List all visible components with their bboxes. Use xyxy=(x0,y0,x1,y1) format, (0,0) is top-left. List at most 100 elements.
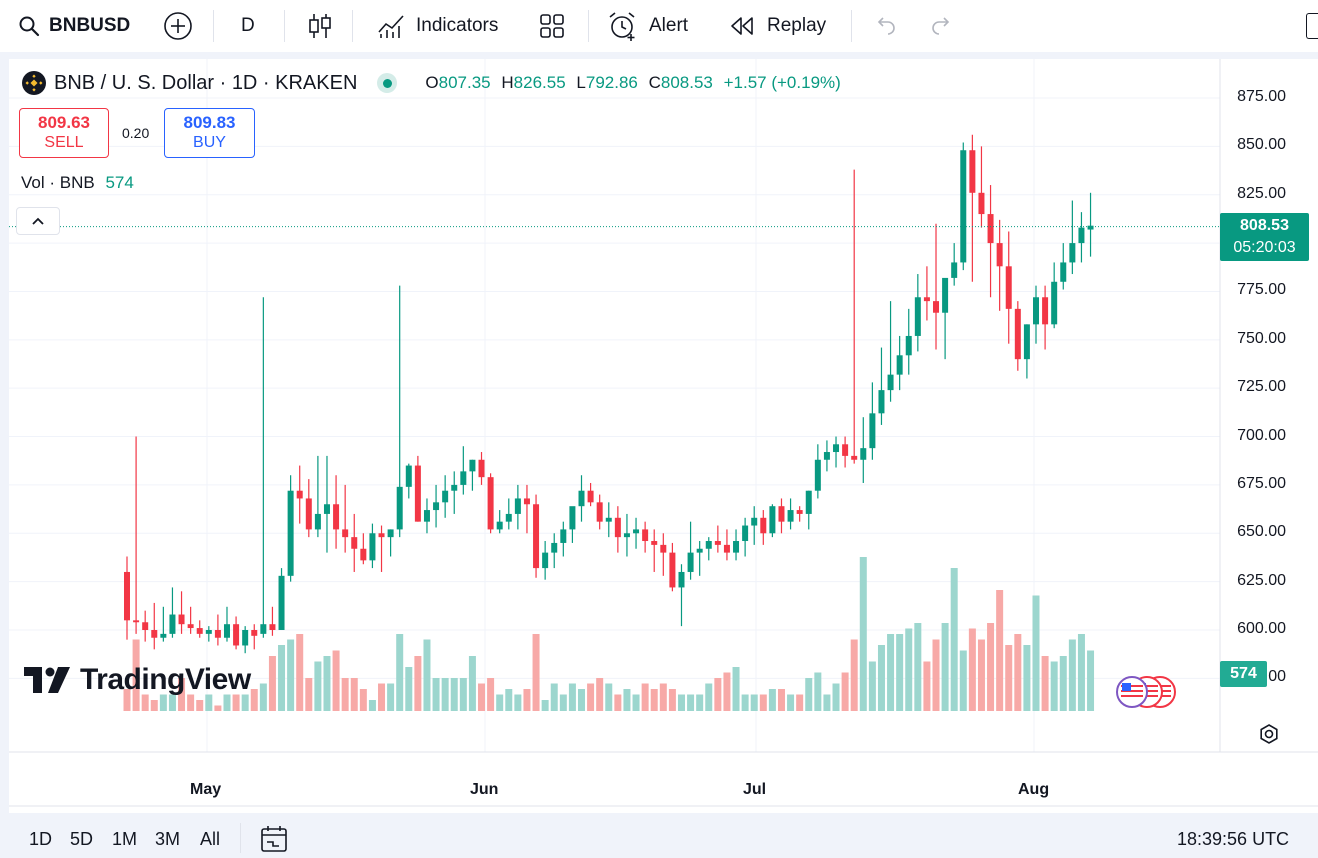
volume-bar xyxy=(123,689,131,711)
candle xyxy=(242,626,249,654)
volume-bar xyxy=(214,705,222,711)
candle xyxy=(305,479,312,538)
indicators-button[interactable]: Indicators xyxy=(376,0,498,52)
volume-bar xyxy=(959,650,967,711)
candle-body xyxy=(914,297,921,336)
volume-bar xyxy=(514,694,522,711)
volume-bar xyxy=(1059,656,1067,711)
templates-button[interactable] xyxy=(539,0,565,52)
candle-body xyxy=(805,490,812,514)
range-1m[interactable]: 1M xyxy=(112,829,138,849)
candle-body xyxy=(196,628,203,634)
candle-body xyxy=(887,374,894,391)
candle-body xyxy=(860,448,867,460)
candle xyxy=(487,473,494,534)
chart-type-button[interactable] xyxy=(307,0,333,52)
candle xyxy=(533,494,540,578)
candle xyxy=(669,542,676,592)
volume-bar xyxy=(405,667,413,711)
price-axis-label: 775.00 xyxy=(1237,281,1286,299)
volume-bar xyxy=(332,650,340,711)
volume-bar xyxy=(478,683,486,711)
candle xyxy=(987,185,994,298)
volume-bar xyxy=(268,656,276,711)
candle-body xyxy=(1069,243,1076,263)
volume-legend[interactable]: Vol · BNB 574 xyxy=(21,173,134,193)
economic-events[interactable] xyxy=(1112,676,1182,710)
volume-bar xyxy=(250,689,258,711)
divider xyxy=(352,10,353,42)
candle-body xyxy=(869,413,876,449)
settings-button[interactable] xyxy=(1258,723,1280,750)
candle-body xyxy=(242,630,249,646)
candle xyxy=(169,587,176,638)
alert-button[interactable]: Alert xyxy=(607,0,688,52)
candle-body xyxy=(560,529,567,543)
candle xyxy=(514,484,521,530)
candle xyxy=(351,513,358,572)
candle xyxy=(751,506,758,545)
time-label-aug: Aug xyxy=(1018,781,1050,798)
candle-body xyxy=(160,633,167,638)
compare-button[interactable] xyxy=(163,0,193,52)
volume-bar xyxy=(459,678,467,711)
candle xyxy=(860,417,867,483)
candle-body xyxy=(1023,324,1030,360)
candle xyxy=(478,452,485,485)
range-3m[interactable]: 3M xyxy=(155,829,181,849)
candle xyxy=(269,606,276,636)
layout-button[interactable] xyxy=(1306,0,1318,52)
candle-body xyxy=(714,541,721,545)
symbol-search[interactable]: BNBUSD xyxy=(18,0,130,52)
alarm-clock-icon xyxy=(609,12,635,41)
candle xyxy=(133,436,140,634)
time-label-may: May xyxy=(190,781,222,798)
candle-body xyxy=(787,510,794,522)
sell-price: 809.63 xyxy=(38,113,90,132)
candle-body xyxy=(351,537,358,549)
candle xyxy=(842,436,849,468)
undo-button[interactable] xyxy=(874,0,896,52)
price-chart[interactable] xyxy=(9,59,1318,813)
interval-label: D xyxy=(241,15,255,36)
symbol-title: BNB / U. S. Dollar · 1D · KRAKEN xyxy=(54,71,358,94)
redo-icon xyxy=(932,17,950,35)
volume-bar xyxy=(1032,595,1040,711)
candle-body xyxy=(124,571,130,621)
candle xyxy=(714,525,721,553)
candle xyxy=(278,568,285,630)
symbol-legend[interactable]: BNB / U. S. Dollar · 1D · KRAKEN O807.35… xyxy=(22,71,841,95)
range-1d[interactable]: 1D xyxy=(29,829,53,849)
buy-button[interactable]: 809.83 BUY xyxy=(164,108,255,158)
interval-button[interactable]: D xyxy=(241,0,255,52)
us-flag-icon xyxy=(1116,676,1176,708)
redo-button[interactable] xyxy=(931,0,953,52)
price-axis-label: 825.00 xyxy=(1237,184,1286,202)
volume-bar xyxy=(259,683,267,711)
replay-button[interactable]: Replay xyxy=(729,0,826,52)
candle-body xyxy=(960,150,967,263)
range-5d[interactable]: 5D xyxy=(70,829,94,849)
price-axis-label: 600.00 xyxy=(1237,620,1286,637)
date-range-button[interactable] xyxy=(259,825,289,858)
range-all[interactable]: All xyxy=(200,829,221,849)
candle-body xyxy=(923,297,930,302)
volume-bar xyxy=(696,694,704,711)
volume-bar xyxy=(787,694,795,711)
buy-label: BUY xyxy=(193,134,226,151)
sell-button[interactable]: 809.63 SELL xyxy=(19,108,109,158)
price-axis-label: 850.00 xyxy=(1237,136,1286,154)
chart-pane[interactable]: BNB / U. S. Dollar · 1D · KRAKEN O807.35… xyxy=(9,59,1318,853)
candle xyxy=(423,498,430,534)
candle xyxy=(696,541,703,576)
candle-body xyxy=(1060,262,1067,282)
candle xyxy=(442,475,449,518)
tradingview-watermark[interactable]: TradingView xyxy=(24,663,251,697)
candle xyxy=(233,616,240,650)
collapse-legend-button[interactable] xyxy=(16,207,60,235)
utc-clock[interactable]: 18:39:56 UTC xyxy=(1177,829,1290,849)
volume-bar xyxy=(832,683,840,711)
watermark-text: TradingView xyxy=(80,663,251,696)
volume-bar xyxy=(777,689,785,711)
volume-bar xyxy=(496,694,504,711)
